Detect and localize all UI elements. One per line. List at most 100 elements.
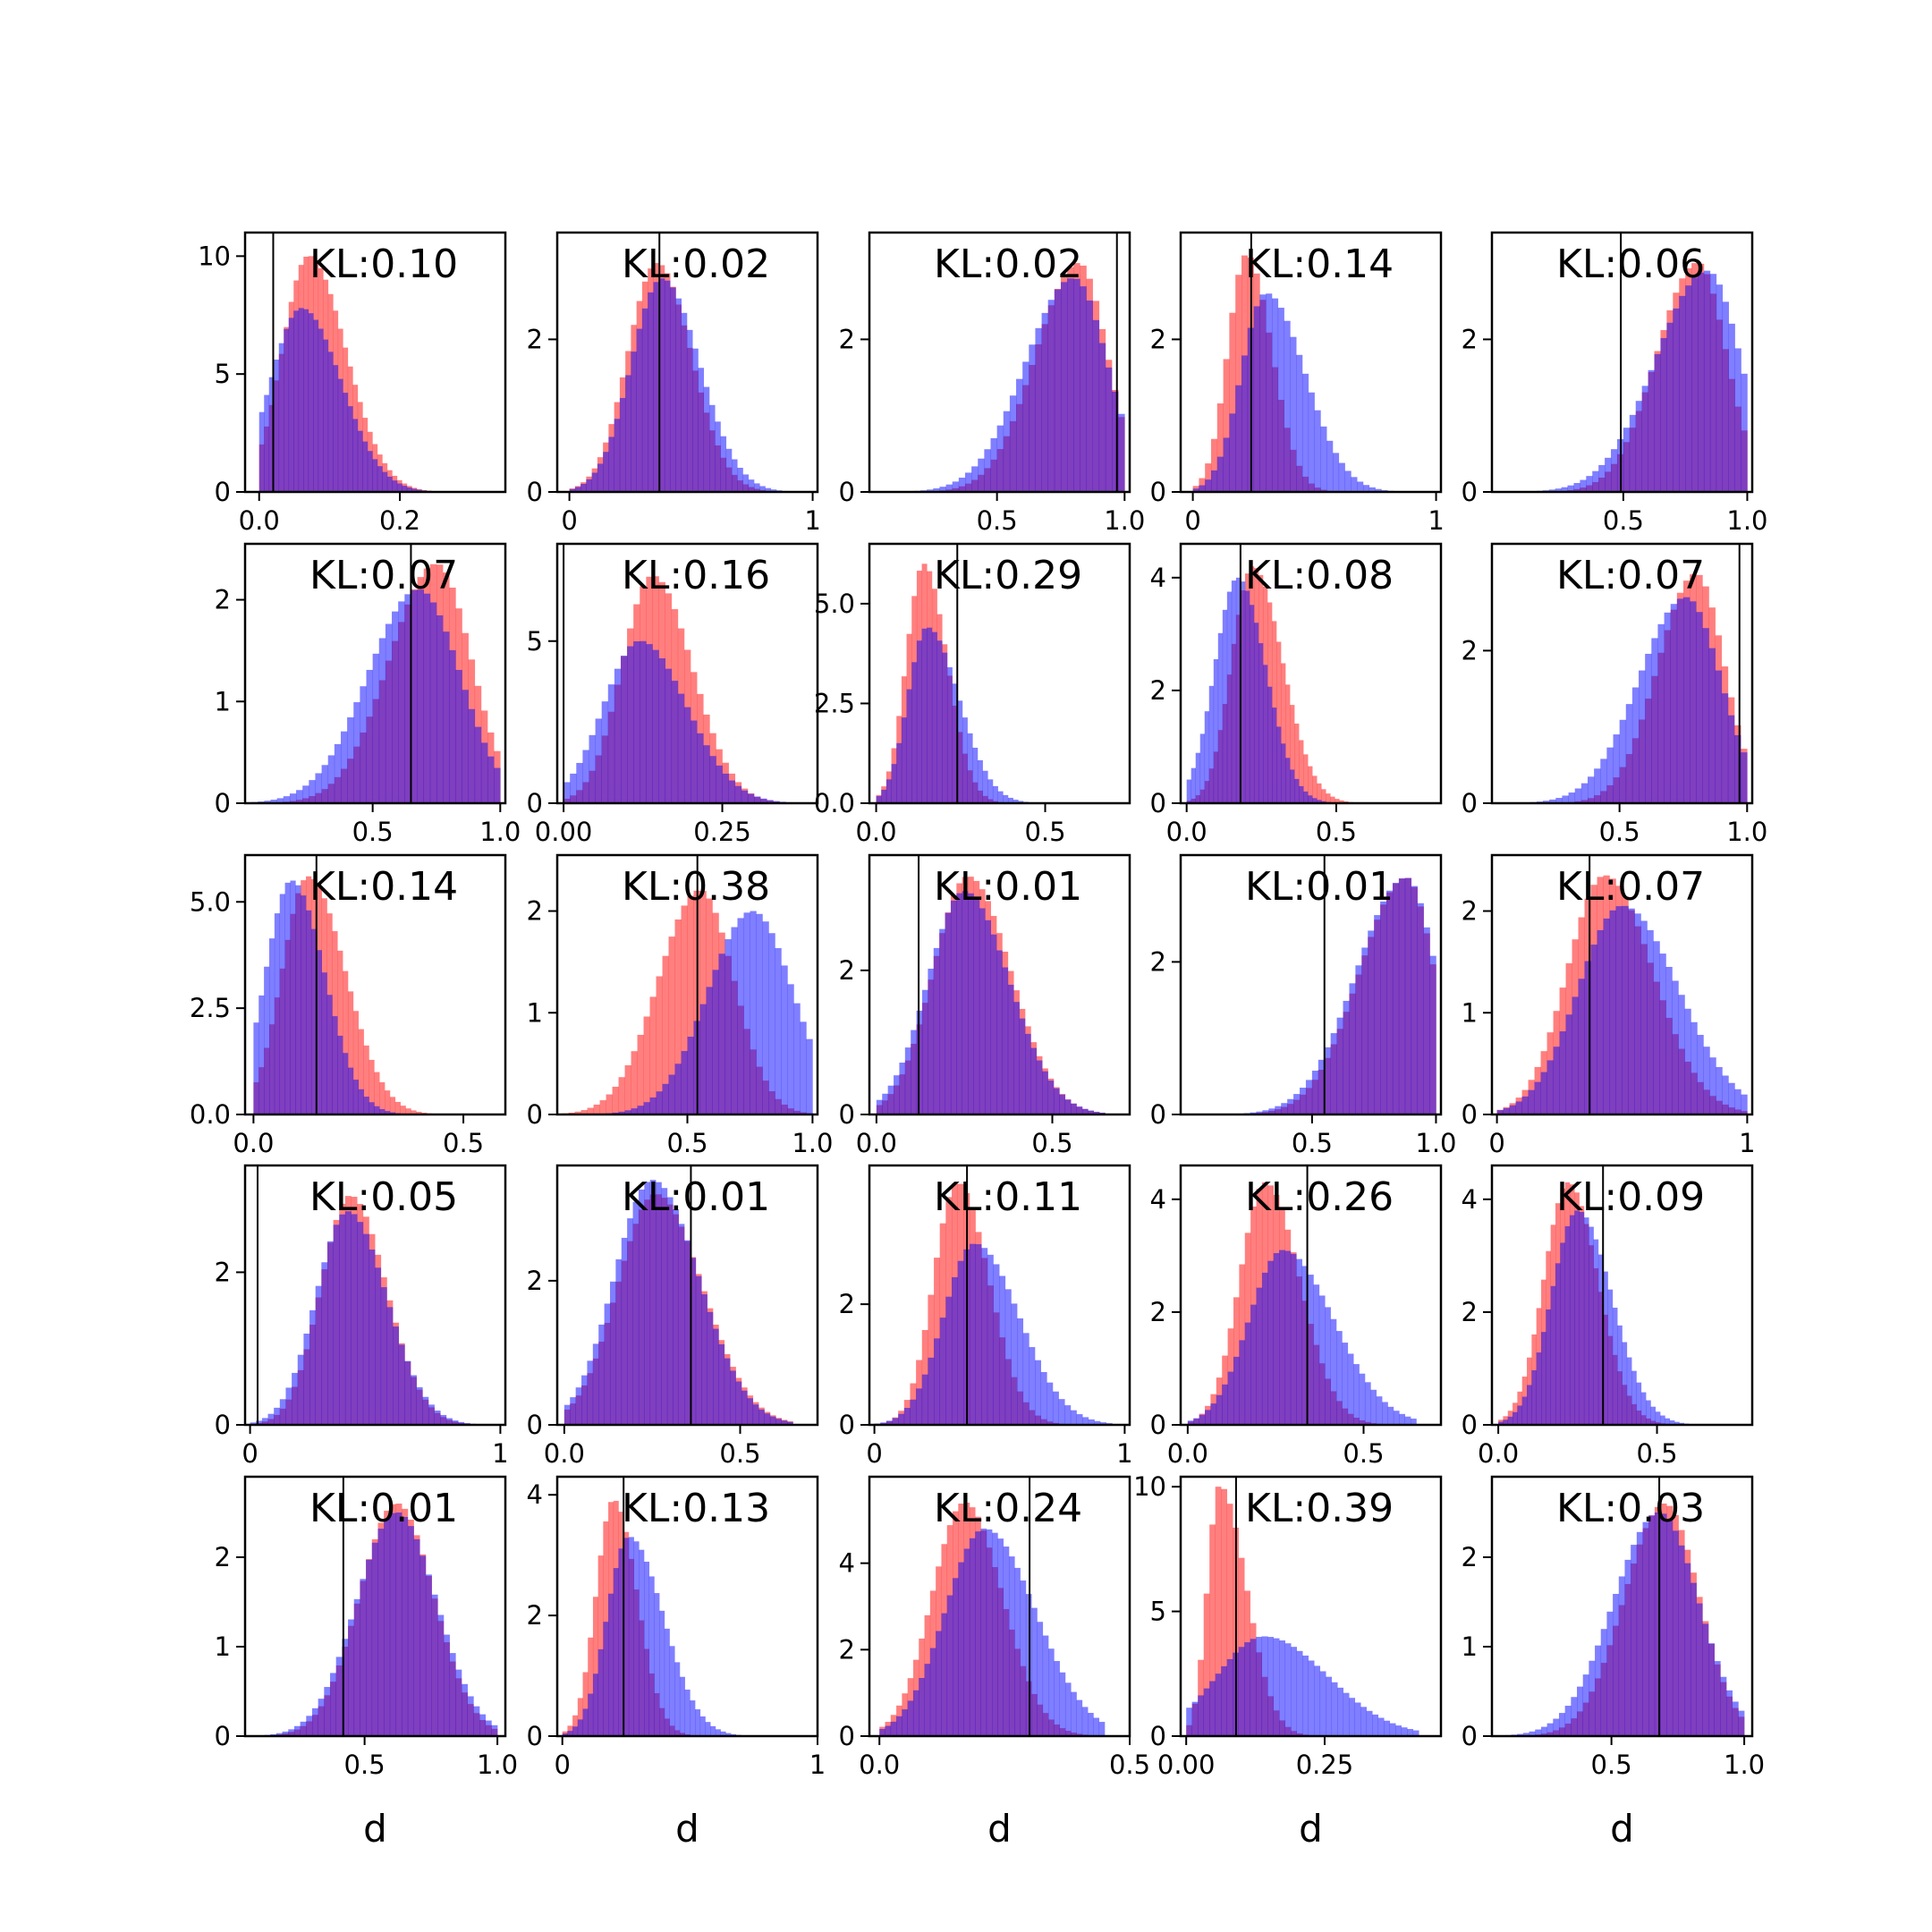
blue-histogram-bar — [958, 478, 966, 492]
blue-histogram-bar — [1631, 687, 1640, 803]
blue-histogram-bar — [604, 1303, 611, 1425]
blue-histogram-bar — [968, 893, 974, 1114]
plot-area — [1188, 855, 1436, 1114]
blue-histogram-bar — [636, 328, 643, 492]
y-tick-label: 2 — [1150, 946, 1166, 977]
blue-histogram-bar — [1093, 1111, 1100, 1114]
blue-histogram-bar — [737, 467, 743, 492]
blue-histogram-bar — [1035, 327, 1042, 492]
red-histogram-bar — [681, 905, 688, 1114]
blue-histogram-bar — [382, 471, 388, 492]
x-tick-label: 0.0 — [859, 1750, 900, 1780]
blue-histogram-bar — [1098, 343, 1106, 492]
blue-histogram-bar — [1046, 1382, 1054, 1425]
kl-divergence-label: KL:0.06 — [1556, 242, 1705, 287]
blue-histogram-bar — [1546, 1309, 1551, 1425]
blue-histogram-bar — [806, 1038, 813, 1114]
kl-divergence-label: KL:0.11 — [934, 1174, 1082, 1220]
red-histogram-bar — [606, 1094, 613, 1114]
blue-histogram-bar — [1574, 788, 1582, 803]
blue-histogram-bar — [274, 360, 280, 492]
blue-histogram-bar — [1657, 623, 1665, 803]
blue-histogram-bar — [1081, 1108, 1089, 1114]
panel-20: 0.0 0.5 0 2 4 KL:0.09 — [1462, 1164, 1754, 1469]
blue-histogram-bar — [1296, 1650, 1303, 1736]
blue-histogram-bar — [315, 1285, 322, 1425]
blue-histogram-bar — [1076, 1414, 1083, 1425]
blue-histogram-bar — [607, 684, 615, 803]
blue-histogram-bar — [1594, 768, 1601, 803]
blue-histogram-bar — [1290, 336, 1297, 492]
blue-histogram-bar — [1357, 481, 1364, 492]
blue-histogram-bar — [1355, 965, 1362, 1114]
blue-histogram-bar — [876, 1099, 883, 1114]
blue-histogram-bar — [1019, 1018, 1026, 1114]
blue-histogram-bar — [906, 689, 912, 803]
red-histogram-bar — [1205, 463, 1212, 492]
blue-histogram-bar — [1503, 1107, 1510, 1114]
red-histogram-bar — [1209, 1524, 1216, 1736]
blue-histogram-bar — [1290, 1253, 1297, 1425]
blue-histogram-bar — [769, 1416, 776, 1425]
blue-histogram-bar — [1344, 470, 1352, 492]
blue-histogram-bar — [619, 397, 626, 492]
blue-histogram-bar — [1382, 1402, 1388, 1425]
blue-histogram-bar — [715, 421, 721, 492]
blue-histogram-bar — [264, 801, 271, 803]
blue-histogram-bar — [1600, 1629, 1607, 1736]
blue-histogram-bar — [293, 310, 300, 492]
blue-histogram-bar — [1354, 1702, 1361, 1736]
red-histogram-bar — [405, 1108, 411, 1114]
blue-histogram-bar — [1100, 1422, 1107, 1425]
y-tick-label: 2 — [839, 1634, 855, 1665]
blue-histogram-bar — [924, 1664, 931, 1736]
blue-histogram-bar — [417, 589, 425, 803]
blue-histogram-bar — [1324, 1046, 1331, 1114]
blue-histogram-bar — [1203, 1688, 1210, 1736]
blue-histogram-bar — [1205, 479, 1212, 492]
blue-histogram-bar — [767, 800, 774, 803]
blue-histogram-bar — [1690, 601, 1697, 803]
blue-histogram-bar — [1587, 776, 1595, 803]
blue-histogram-bar — [1417, 902, 1424, 1114]
blue-histogram-bar — [1238, 1647, 1245, 1736]
red-histogram-bar — [1321, 789, 1326, 803]
blue-histogram-bar — [1553, 1718, 1560, 1736]
blue-histogram-bar — [377, 466, 383, 492]
kl-divergence-label: KL:0.08 — [1245, 553, 1394, 598]
blue-histogram-bar — [1013, 800, 1019, 803]
blue-histogram-bar — [1319, 1671, 1326, 1736]
blue-histogram-bar — [1296, 1258, 1302, 1425]
y-tick-label: 2 — [527, 896, 543, 927]
blue-histogram-bar — [1679, 295, 1686, 492]
blue-histogram-bar — [681, 312, 688, 492]
kl-divergence-label: KL:0.01 — [934, 864, 1082, 910]
blue-histogram-bar — [942, 652, 948, 803]
x-tick-label: 0 — [242, 1438, 258, 1469]
blue-histogram-bar — [1037, 1622, 1044, 1736]
blue-histogram-bar — [1597, 929, 1604, 1114]
red-histogram-bar — [618, 1077, 625, 1114]
blue-histogram-bar — [598, 1324, 605, 1425]
blue-histogram-bar — [1261, 1636, 1268, 1736]
red-histogram-bar — [1203, 1593, 1210, 1736]
blue-histogram-bar — [1496, 1110, 1504, 1114]
blue-histogram-bar — [1029, 1347, 1036, 1425]
blue-histogram-bar — [939, 1318, 946, 1425]
blue-histogram-bar — [1690, 1021, 1698, 1114]
blue-histogram-bar — [1342, 1343, 1349, 1425]
blue-histogram-bar — [1376, 1396, 1383, 1425]
red-histogram-bar — [1221, 1488, 1227, 1736]
blue-histogram-bar — [385, 623, 393, 803]
blue-histogram-bar — [1720, 1676, 1727, 1736]
plot-area — [1186, 1477, 1419, 1736]
y-tick-label: 0 — [1462, 1721, 1478, 1751]
blue-histogram-bar — [754, 796, 761, 803]
y-tick-label: 0 — [1150, 1410, 1166, 1440]
blue-histogram-bar — [1654, 353, 1661, 492]
blue-histogram-bar — [1606, 747, 1614, 803]
blue-histogram-bar — [1347, 1353, 1354, 1425]
blue-histogram-bar — [337, 1035, 343, 1114]
blue-histogram-bar — [323, 339, 329, 492]
blue-histogram-bar — [449, 1653, 456, 1736]
